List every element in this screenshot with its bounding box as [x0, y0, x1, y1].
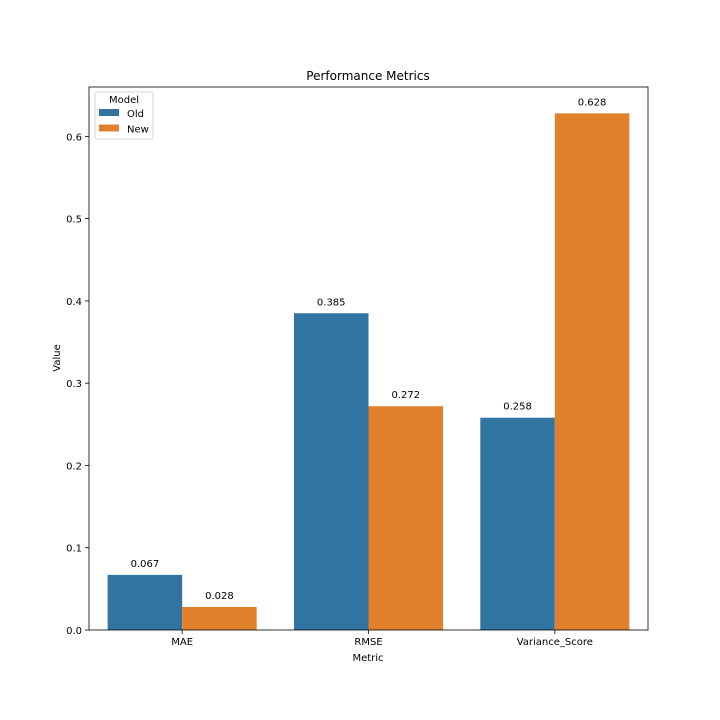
- bars-group: [107, 113, 630, 630]
- bar-new-variance_score: [554, 113, 630, 630]
- bar-data-label: 0.272: [391, 390, 420, 401]
- y-tick-label: 0.5: [66, 215, 82, 226]
- bar-labels-group: 0.067 0.028 0.385 0.272 0.258 0.628: [131, 97, 607, 602]
- x-tick-label: Variance_Score: [517, 637, 593, 648]
- chart-title: Performance Metrics: [306, 69, 429, 83]
- x-axis: MAE RMSE Variance_Score: [171, 630, 593, 648]
- y-tick-label: 0.1: [66, 544, 82, 555]
- bar-data-label: 0.258: [503, 402, 532, 413]
- bar-data-label: 0.028: [205, 591, 234, 602]
- legend-entry-label: New: [127, 125, 149, 136]
- y-tick-label: 0.3: [66, 379, 82, 390]
- y-axis: 0.0 0.1 0.2 0.3 0.4 0.5 0.6: [66, 132, 89, 637]
- bar-old-variance_score: [480, 417, 555, 630]
- legend-entry-label: Old: [127, 109, 144, 120]
- legend-swatch: [99, 124, 119, 132]
- y-tick-label: 0.4: [66, 297, 82, 308]
- y-tick-label: 0.2: [66, 461, 82, 472]
- y-tick-label: 0.6: [66, 132, 82, 143]
- y-tick-label: 0.0: [66, 626, 82, 637]
- x-tick-label: RMSE: [354, 637, 382, 648]
- plot-frame: [88, 86, 649, 631]
- bar-old-mae: [107, 574, 183, 630]
- bar-new-rmse: [368, 406, 444, 630]
- bar-data-label: 0.628: [578, 97, 607, 108]
- bar-new-mae: [182, 606, 257, 630]
- bar-old-rmse: [293, 313, 369, 630]
- legend-swatch: [99, 109, 119, 116]
- bar-data-label: 0.067: [131, 559, 160, 570]
- bar-data-label: 0.385: [317, 297, 346, 308]
- y-axis-label: Value: [52, 344, 63, 371]
- legend-title: Model: [109, 95, 139, 106]
- x-tick-label: MAE: [171, 637, 193, 648]
- legend: Model Old New: [94, 91, 154, 140]
- x-axis-label: Metric: [352, 653, 383, 664]
